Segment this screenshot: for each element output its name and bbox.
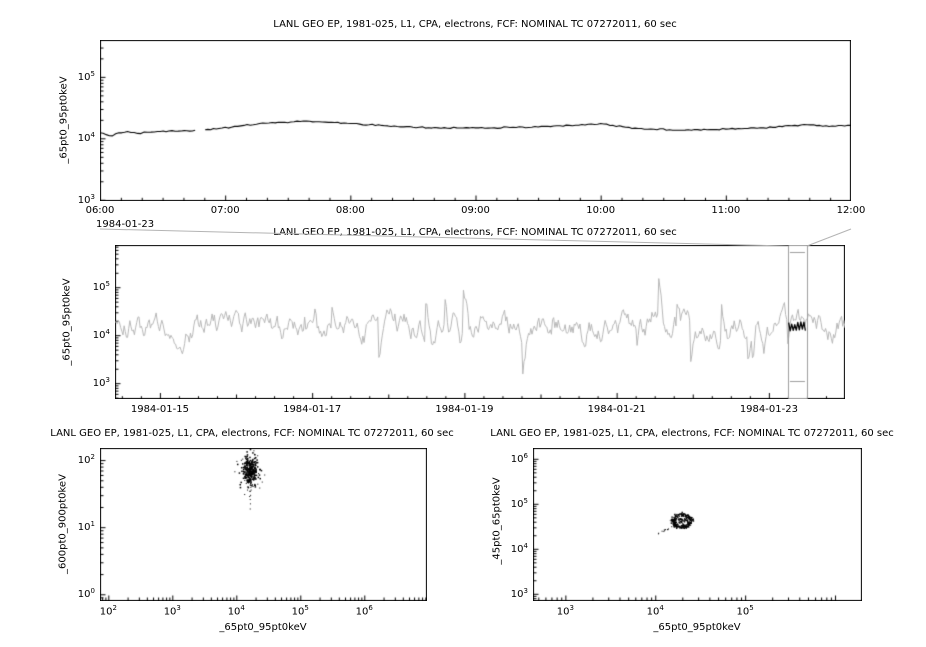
y-tick-label: 105 [510, 496, 528, 510]
x-tick-label: 105 [291, 604, 309, 618]
chart-title-top: LANL GEO EP, 1981-025, L1, CPA, electron… [273, 19, 677, 30]
y-axis-label-scatter-left: _600pt0_900pt0keV [57, 474, 69, 574]
scatter-left-plot-canvas[interactable] [100, 448, 427, 601]
x-tick-label: 11:00 [711, 205, 741, 216]
x-tick-label: 1984-01-15 [130, 404, 189, 415]
x-tick-label: 1984-01-21 [587, 404, 646, 415]
x-tick-label: 102 [99, 604, 117, 618]
zoom-connector-right-line [806, 228, 852, 247]
x-tick-label: 10:00 [586, 205, 616, 216]
x-axis-label-scatter-right: _65pt0_95pt0keV [653, 622, 741, 633]
x-tick-label: 106 [355, 604, 373, 618]
x-axis-date-label: 1984-01-23 [96, 219, 155, 230]
chart-title-scatter-left: LANL GEO EP, 1981-025, L1, CPA, electron… [50, 428, 454, 439]
x-tick-label: 06:00 [85, 205, 115, 216]
top-timeseries-plot-canvas[interactable] [100, 40, 851, 201]
x-tick-label: 103 [163, 604, 181, 618]
x-tick-label: 09:00 [461, 205, 490, 216]
scatter-right-plot-canvas[interactable] [533, 448, 862, 601]
y-tick-label: 103 [510, 586, 528, 600]
y-tick-label: 100 [77, 587, 95, 601]
y-tick-label: 104 [510, 541, 528, 555]
x-tick-label: 104 [227, 604, 245, 618]
x-tick-label: 07:00 [210, 205, 240, 216]
y-axis-label-scatter-right: _45pt0_65pt0keV [491, 477, 503, 565]
x-tick-label: 105 [736, 604, 754, 618]
chart-title-context: LANL GEO EP, 1981-025, L1, CPA, electron… [273, 227, 677, 238]
y-tick-label: 105 [92, 280, 110, 294]
x-tick-label: 103 [556, 604, 574, 618]
x-axis-label-scatter-left: _65pt0_95pt0keV [219, 622, 307, 633]
y-axis-label-top: _65pt0_95pt0keV [58, 76, 70, 164]
y-tick-label: 103 [92, 375, 110, 390]
y-tick-label: 103 [77, 192, 95, 206]
y-axis-label-context: _65pt0_95pt0keV [61, 278, 73, 366]
context-timeseries-plot-canvas[interactable] [115, 245, 845, 399]
x-tick-label: 1984-01-19 [435, 404, 494, 415]
y-tick-label: 104 [77, 131, 95, 145]
y-tick-label: 106 [510, 451, 528, 465]
x-tick-label: 1984-01-23 [739, 404, 798, 415]
x-tick-label: 104 [646, 604, 664, 618]
y-tick-label: 102 [77, 452, 95, 467]
x-tick-label: 08:00 [335, 205, 365, 216]
y-tick-label: 105 [77, 69, 95, 84]
chart-title-scatter-right: LANL GEO EP, 1981-025, L1, CPA, electron… [490, 428, 894, 439]
x-tick-label: 12:00 [836, 205, 866, 216]
y-tick-label: 101 [77, 520, 95, 534]
y-tick-label: 104 [92, 328, 110, 342]
x-tick-label: 1984-01-17 [283, 404, 342, 415]
